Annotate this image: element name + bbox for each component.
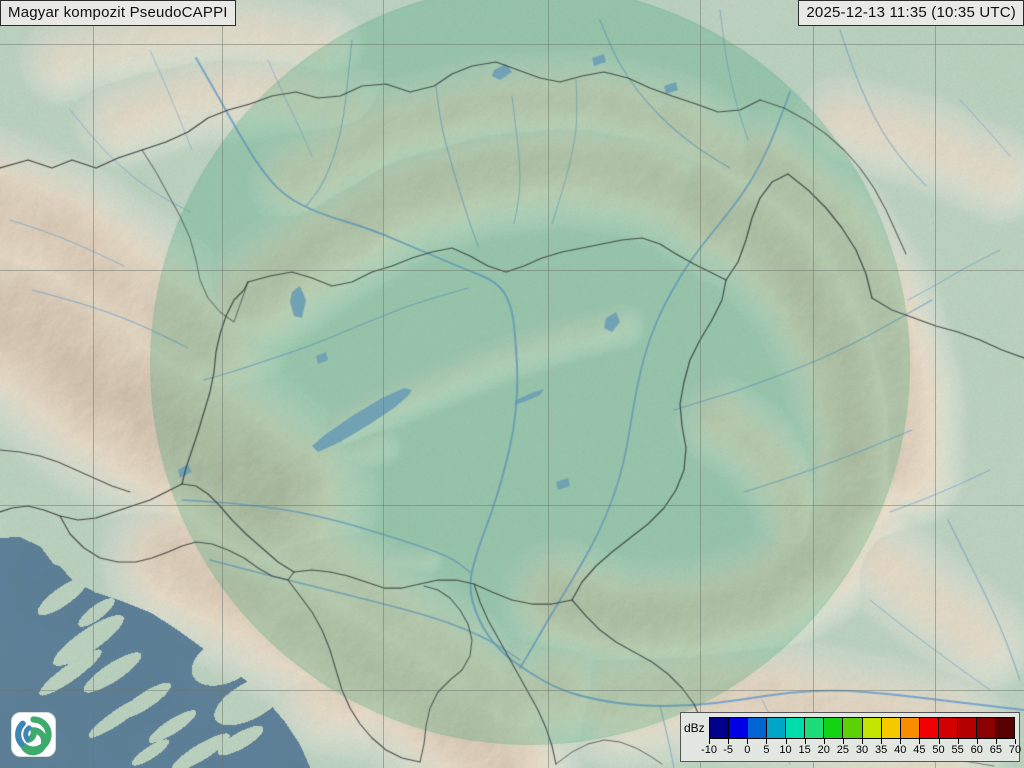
dbz-swatch-35	[881, 718, 901, 738]
dbz-swatch-25	[843, 718, 863, 738]
dbz-swatch-15	[805, 718, 825, 738]
dbz-tick-label-40: 40	[894, 744, 907, 756]
dbz-swatch--10	[710, 718, 730, 738]
dbz-tick-row: -10 -5 0 5 10 15 20 25 30 35 40 45 50 55 60 65 70	[701, 739, 1021, 759]
dbz-tick-label-45: 45	[913, 744, 926, 756]
dbz-tick-mark-60	[976, 739, 978, 744]
dbz-tick-mark-5	[766, 739, 768, 744]
dbz-tick-label-70: 70	[1008, 744, 1022, 756]
dbz-tick-label--10: -10	[701, 744, 717, 756]
dbz-tick-label-25: 25	[836, 744, 849, 756]
dbz-tick-label-55: 55	[951, 744, 964, 756]
dbz-tick-mark-30	[862, 739, 863, 744]
dbz-swatch-45	[919, 718, 939, 738]
dbz-swatch-20	[824, 718, 844, 738]
dbz-swatch-0	[748, 718, 768, 738]
dbz-swatch-60	[976, 718, 996, 738]
dbz-tick-mark-65	[995, 739, 997, 744]
dbz-tick-mark-35	[881, 739, 883, 744]
dbz-tick-mark-10	[785, 739, 787, 744]
dbz-tick-label-0: 0	[744, 744, 751, 756]
dbz-unit-label: dBz	[684, 721, 705, 735]
product-title-box: Magyar kompozit PseudoCAPPI	[0, 0, 236, 26]
dbz-tick-label-5: 5	[763, 744, 770, 756]
dbz-tick-mark-15	[804, 739, 806, 744]
dbz-tick-mark-40	[900, 739, 902, 744]
dbz-swatch-10	[786, 718, 806, 738]
hungaromet-logo-icon	[11, 712, 56, 757]
dbz-tick-label-50: 50	[932, 744, 945, 756]
dbz-tick-mark-25	[842, 739, 844, 744]
dbz-tick-label-15: 15	[798, 744, 811, 756]
dbz-tick-mark--10	[709, 739, 710, 744]
dbz-tick-mark-55	[957, 739, 959, 744]
dbz-swatch-5	[767, 718, 787, 738]
dbz-swatch-65	[995, 718, 1014, 738]
dbz-tick-mark-70	[1015, 739, 1016, 744]
dbz-swatch-50	[938, 718, 958, 738]
dbz-colour-scale: dBz -10 -5 0 5 10 15 20 25 30 35 40 45 50 55 60 65 70	[680, 712, 1021, 762]
dbz-tick-mark--5	[728, 739, 730, 744]
dbz-tick-mark-0	[747, 739, 749, 744]
dbz-tick-label--5: -5	[723, 744, 734, 756]
dbz-swatch-55	[957, 718, 977, 738]
dbz-tick-label-35: 35	[875, 744, 888, 756]
dbz-swatch-40	[900, 718, 920, 738]
dbz-tick-mark-50	[938, 739, 940, 744]
dbz-swatch--5	[729, 718, 749, 738]
dbz-tick-label-10: 10	[779, 744, 792, 756]
dbz-swatch-row	[709, 717, 1015, 739]
dbz-tick-label-30: 30	[855, 744, 869, 756]
dbz-tick-mark-20	[823, 739, 825, 744]
dbz-tick-label-20: 20	[817, 744, 830, 756]
dbz-tick-label-65: 65	[989, 744, 1002, 756]
timestamp-box: 2025-12-13 11:35 (10:35 UTC)	[798, 0, 1024, 26]
dbz-tick-mark-45	[919, 739, 921, 744]
dbz-swatch-30	[862, 718, 882, 738]
dbz-tick-label-60: 60	[970, 744, 983, 756]
